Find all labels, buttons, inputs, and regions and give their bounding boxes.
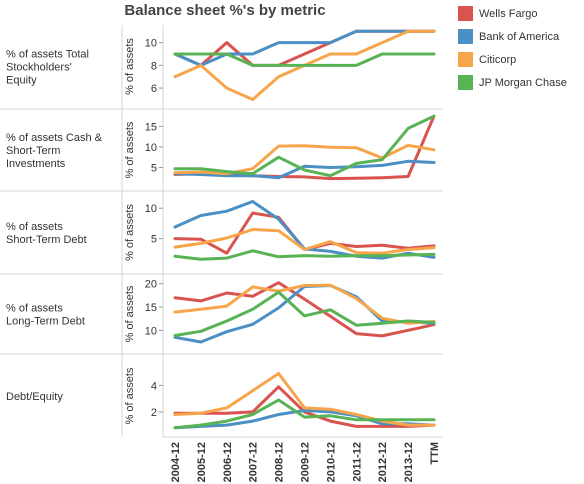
x-tick-label: 2009-12 [300, 442, 312, 482]
y-tick-label: 5 [151, 234, 157, 246]
panel-1: % of assets Total Stockholders' Equity % of… [0, 29, 443, 110]
x-tick-label: 2013-12 [403, 442, 415, 482]
legend-swatch [458, 75, 473, 90]
series-line-jp-morgan-chase [173, 398, 436, 430]
legend-item-bank-of-america[interactable]: Bank of America [458, 25, 567, 48]
panel-4: % of assets Long-Term Debt % of assets 10 15… [0, 279, 443, 355]
y-tick-label: 15 [145, 121, 157, 133]
y-tick-label: 10 [145, 203, 157, 215]
y-tick-label: 6 [151, 83, 157, 95]
row-label: % of assets Total Stockholders' Equity [6, 49, 89, 87]
x-tick-label: 2006-12 [222, 442, 234, 482]
legend-label: Wells Fargo [479, 7, 538, 20]
series-line-citicorp [173, 228, 436, 255]
y-axis-title: % of assets [124, 285, 136, 342]
legend-swatch [458, 29, 473, 44]
legend-swatch [458, 6, 473, 21]
x-tick-label: 2005-12 [196, 442, 208, 482]
x-tick-label: 2012-12 [377, 442, 389, 482]
y-tick-label: 10 [145, 325, 157, 337]
y-tick-label: 15 [145, 302, 157, 314]
legend-label: Bank of America [479, 30, 560, 43]
y-axis-title: % of assets [124, 367, 136, 424]
legend-item-jp-morgan-chase[interactable]: JP Morgan Chase [458, 71, 567, 94]
legend-item-wells-fargo[interactable]: Wells Fargo [458, 2, 567, 25]
x-tick-label: 2010-12 [325, 442, 337, 482]
series-line-jp-morgan-chase [173, 249, 436, 261]
y-tick-label: 10 [145, 38, 157, 50]
series-line-citicorp [173, 143, 436, 176]
chart-title: Balance sheet %'s by metric [124, 2, 326, 19]
series-line-bank-of-america [173, 159, 436, 180]
x-tick-label: 2011-12 [351, 442, 363, 482]
row-label: Debt/Equity [6, 391, 63, 403]
y-axis-title: % of assets [124, 121, 136, 178]
legend-item-citicorp[interactable]: Citicorp [458, 48, 567, 71]
legend-swatch [458, 52, 473, 67]
y-tick-label: 10 [145, 142, 157, 154]
x-tick-label: 2007-12 [248, 442, 260, 482]
panel-2: % of assets Cash & Short-Term Investments%… [0, 114, 443, 192]
series-line-bank-of-america [173, 29, 436, 67]
x-tick-label: 2004-12 [170, 442, 182, 482]
x-tick-label: 2008-12 [274, 442, 286, 482]
legend-label: Citicorp [479, 53, 517, 66]
series-line-jp-morgan-chase [173, 114, 436, 178]
y-axis-title: % of assets [124, 204, 136, 261]
panel-5: Debt/Equity % of assets 2 4 [6, 367, 443, 438]
series-line-wells-fargo [173, 281, 436, 338]
legend-label: JP Morgan Chase [479, 76, 567, 89]
row-label: % of assets Short-Term Debt [6, 221, 87, 246]
y-tick-label: 20 [145, 279, 157, 291]
series-line-jp-morgan-chase [173, 52, 436, 67]
legend: Wells Fargo Bank of America Citicorp JP Mor… [458, 2, 567, 94]
y-tick-label: 4 [151, 380, 157, 392]
panel-3: % of assets Short-Term Debt % of assets 5 10 [0, 200, 443, 275]
series-line-citicorp [173, 283, 436, 325]
row-label: % of assets Long-Term Debt [6, 303, 85, 328]
y-tick-label: 5 [151, 162, 157, 174]
row-label: % of assets Cash & Short-Term Investments [6, 132, 103, 170]
series-line-jp-morgan-chase [173, 290, 436, 337]
y-tick-label: 8 [151, 60, 157, 72]
x-tick-label: TTM [429, 442, 441, 465]
multi-panel-line-chart: % of assets Total Stockholders' Equity % of… [0, 25, 443, 482]
series-line-citicorp [173, 372, 436, 427]
y-axis-title: % of assets [124, 38, 136, 95]
y-tick-label: 2 [151, 407, 157, 419]
